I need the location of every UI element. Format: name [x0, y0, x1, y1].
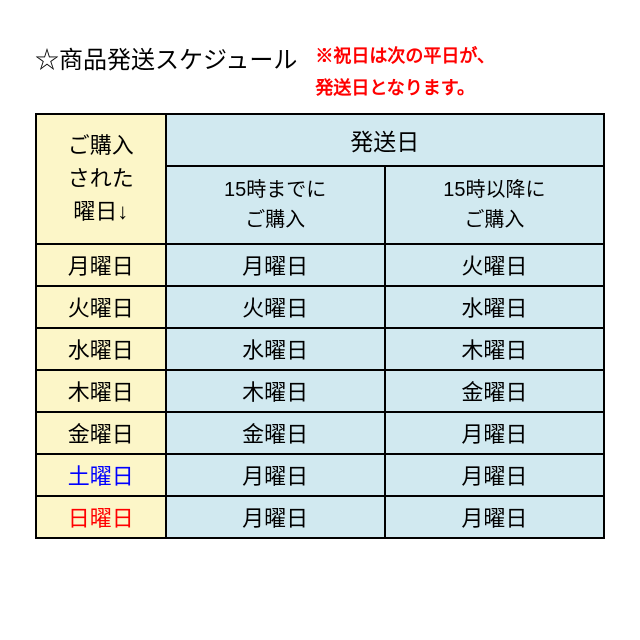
table-row: 火曜日火曜日水曜日: [36, 286, 604, 328]
table-row: 金曜日金曜日月曜日: [36, 412, 604, 454]
purchase-day-cell: 土曜日: [36, 454, 166, 496]
ship-before-15-cell: 金曜日: [166, 412, 385, 454]
ship-after-15-cell: 月曜日: [385, 496, 604, 538]
ship-day-header: 発送日: [166, 114, 604, 166]
ship-before-15-cell: 木曜日: [166, 370, 385, 412]
note-line-2: 発送日となります。: [315, 72, 495, 104]
before15-l1: 15時までに: [167, 175, 384, 205]
purchase-day-cell: 火曜日: [36, 286, 166, 328]
table-row: 水曜日水曜日木曜日: [36, 328, 604, 370]
purchase-day-cell: 水曜日: [36, 328, 166, 370]
after15-l2: ご購入: [386, 205, 603, 235]
ship-before-15-cell: 火曜日: [166, 286, 385, 328]
purchase-day-cell: 月曜日: [36, 244, 166, 286]
purchase-day-l2: された: [37, 162, 165, 195]
note-line-1: ※祝日は次の平日が、: [315, 40, 495, 72]
purchase-day-cell: 木曜日: [36, 370, 166, 412]
ship-before-15-cell: 月曜日: [166, 244, 385, 286]
table-row: 月曜日月曜日火曜日: [36, 244, 604, 286]
after-15-header: 15時以降に ご購入: [385, 166, 604, 244]
ship-after-15-cell: 金曜日: [385, 370, 604, 412]
purchase-day-header: ご購入 された 曜日↓: [36, 114, 166, 244]
ship-after-15-cell: 火曜日: [385, 244, 604, 286]
ship-before-15-cell: 水曜日: [166, 328, 385, 370]
table-body: 月曜日月曜日火曜日火曜日火曜日水曜日水曜日水曜日木曜日木曜日木曜日金曜日金曜日金…: [36, 244, 604, 538]
ship-before-15-cell: 月曜日: [166, 454, 385, 496]
purchase-day-l3: 曜日↓: [37, 195, 165, 228]
ship-after-15-cell: 水曜日: [385, 286, 604, 328]
purchase-day-l1: ご購入: [37, 129, 165, 162]
before-15-header: 15時までに ご購入: [166, 166, 385, 244]
purchase-day-cell: 日曜日: [36, 496, 166, 538]
shipping-schedule-table: ご購入 された 曜日↓ 発送日 15時までに ご購入 15時以降に ご購入 月曜…: [35, 113, 605, 539]
header-row-1: ご購入 された 曜日↓ 発送日: [36, 114, 604, 166]
table-row: 土曜日月曜日月曜日: [36, 454, 604, 496]
ship-after-15-cell: 木曜日: [385, 328, 604, 370]
table-row: 日曜日月曜日月曜日: [36, 496, 604, 538]
ship-after-15-cell: 月曜日: [385, 412, 604, 454]
ship-before-15-cell: 月曜日: [166, 496, 385, 538]
header-row: ☆商品発送スケジュール ※祝日は次の平日が、 発送日となります。: [35, 40, 605, 105]
before15-l2: ご購入: [167, 205, 384, 235]
schedule-title: ☆商品発送スケジュール: [35, 40, 297, 75]
table-row: 木曜日木曜日金曜日: [36, 370, 604, 412]
ship-after-15-cell: 月曜日: [385, 454, 604, 496]
after15-l1: 15時以降に: [386, 175, 603, 205]
purchase-day-cell: 金曜日: [36, 412, 166, 454]
holiday-note: ※祝日は次の平日が、 発送日となります。: [315, 40, 495, 105]
